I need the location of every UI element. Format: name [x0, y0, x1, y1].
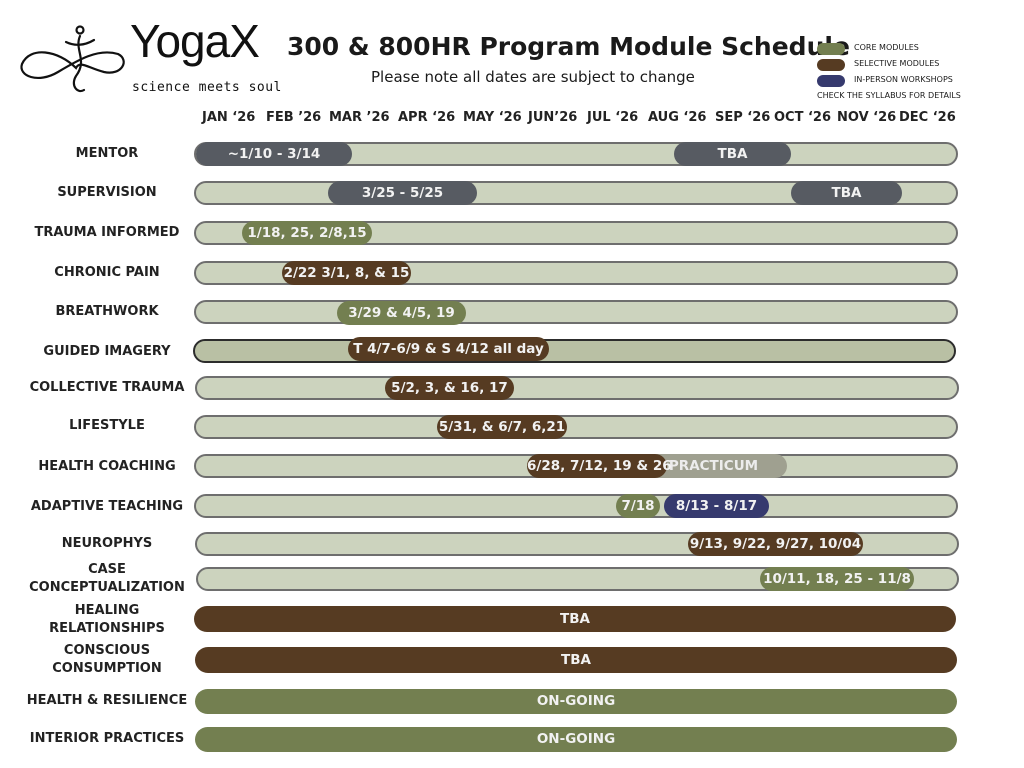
segment-health-coaching: 6/28, 7/12, 19 & 26: [527, 454, 672, 478]
yogax-logo-figure-icon: [20, 25, 125, 93]
segment-adaptive-teaching-workshop: 8/13 - 8/17: [664, 494, 769, 518]
segment-supervision-1: 3/25 - 5/25: [328, 181, 477, 205]
segment-guided-imagery: T 4/7-6/9 & S 4/12 all day: [348, 337, 549, 361]
month-feb: FEB ’26: [266, 110, 322, 125]
legend-swatch-core: [817, 43, 845, 55]
legend-label-workshop: IN-PERSON WORKSHOPS: [854, 75, 953, 84]
legend-note: CHECK THE SYLLABUS FOR DETAILS: [817, 91, 961, 100]
segment-chronic-pain: 2/22 3/1, 8, & 15: [282, 261, 411, 285]
row-label-conscious-consumption: CONSCIOUS CONSUMPTION: [12, 642, 202, 678]
row-label-collective-trauma: COLLECTIVE TRAUMA: [29, 380, 185, 395]
row-label-healing-relationships: HEALING RELATIONSHIPS: [12, 602, 202, 638]
row-label-lifestyle: LIFESTYLE: [69, 418, 145, 433]
track-guided-imagery: [193, 339, 956, 363]
track-collective-trauma: [195, 376, 959, 400]
row-label-health-coaching: HEALTH COACHING: [38, 459, 176, 474]
row-label-interior-practices: INTERIOR PRACTICES: [29, 731, 185, 746]
page-subtitle: Please note all dates are subject to cha…: [371, 68, 695, 86]
segment-health-resilience: ON-GOING: [195, 689, 957, 714]
segment-neurophys: 9/13, 9/22, 9/27, 10/04: [688, 532, 863, 556]
segment-adaptive-teaching-core: 7/18: [616, 494, 660, 518]
row-label-line: CONSUMPTION: [52, 661, 162, 676]
row-label-line: CONCEPTUALIZATION: [29, 580, 185, 595]
row-label-supervision: SUPERVISION: [57, 185, 157, 200]
row-label-line: HEALING: [74, 603, 140, 618]
segment-mentor-1: ~1/10 - 3/14: [196, 142, 352, 166]
row-label-line: RELATIONSHIPS: [49, 621, 165, 636]
segment-lifestyle: 5/31, & 6/7, 6,21: [437, 415, 567, 439]
row-label-mentor: MENTOR: [75, 146, 139, 161]
row-label-line: CONSCIOUS: [63, 643, 151, 658]
month-oct: OCT ‘26: [774, 110, 832, 125]
row-label-health-resilience: HEALTH & RESILIENCE: [26, 693, 188, 708]
legend-label-core: CORE MODULES: [854, 43, 919, 52]
month-jan: JAN ‘26: [202, 110, 256, 125]
row-label-line: CASE: [88, 562, 126, 577]
page-title: 300 & 800HR Program Module Schedule: [287, 32, 850, 61]
month-mar: MAR ’26: [329, 110, 390, 125]
row-label-breathwork: BREATHWORK: [55, 304, 159, 319]
month-aug: AUG ‘26: [648, 110, 707, 125]
legend-label-selective: SELECTIVE MODULES: [854, 59, 940, 68]
segment-conscious-consumption: TBA: [195, 647, 957, 673]
row-label-neurophys: NEUROPHYS: [61, 536, 153, 551]
brand-tagline: science meets soul: [132, 80, 282, 95]
month-may: MAY ‘26: [463, 110, 522, 125]
month-apr: APR ‘26: [398, 110, 456, 125]
row-label-guided-imagery: GUIDED IMAGERY: [43, 344, 171, 359]
row-label-case-conceptualization: CASE CONCEPTUALIZATION: [12, 561, 202, 597]
segment-interior-practices: ON-GOING: [195, 727, 957, 752]
segment-collective-trauma: 5/2, 3, & 16, 17: [385, 376, 514, 400]
legend-swatch-selective: [817, 59, 845, 71]
track-lifestyle: [194, 415, 958, 439]
track-breathwork: [194, 300, 958, 324]
month-dec: DEC ‘26: [899, 110, 956, 125]
month-jul: JUL ‘26: [587, 110, 639, 125]
segment-mentor-2: TBA: [674, 142, 791, 166]
segment-case-conceptualization: 10/11, 18, 25 - 11/8: [760, 567, 914, 591]
month-nov: NOV ‘26: [837, 110, 897, 125]
row-label-adaptive-teaching: ADAPTIVE TEACHING: [30, 499, 184, 514]
month-sep: SEP ‘26: [715, 110, 771, 125]
segment-breathwork: 3/29 & 4/5, 19: [337, 301, 466, 325]
segment-healing-relationships: TBA: [194, 606, 956, 632]
legend-swatch-workshop: [817, 75, 845, 87]
segment-trauma-informed: 1/18, 25, 2/8,15: [242, 221, 372, 245]
row-label-trauma-informed: TRAUMA INFORMED: [34, 225, 180, 240]
month-jun: JUN’26: [528, 110, 578, 125]
track-adaptive-teaching: [194, 494, 958, 518]
segment-supervision-2: TBA: [791, 181, 902, 205]
row-label-chronic-pain: CHRONIC PAIN: [54, 265, 160, 280]
brand-name: YogaX: [130, 15, 260, 67]
